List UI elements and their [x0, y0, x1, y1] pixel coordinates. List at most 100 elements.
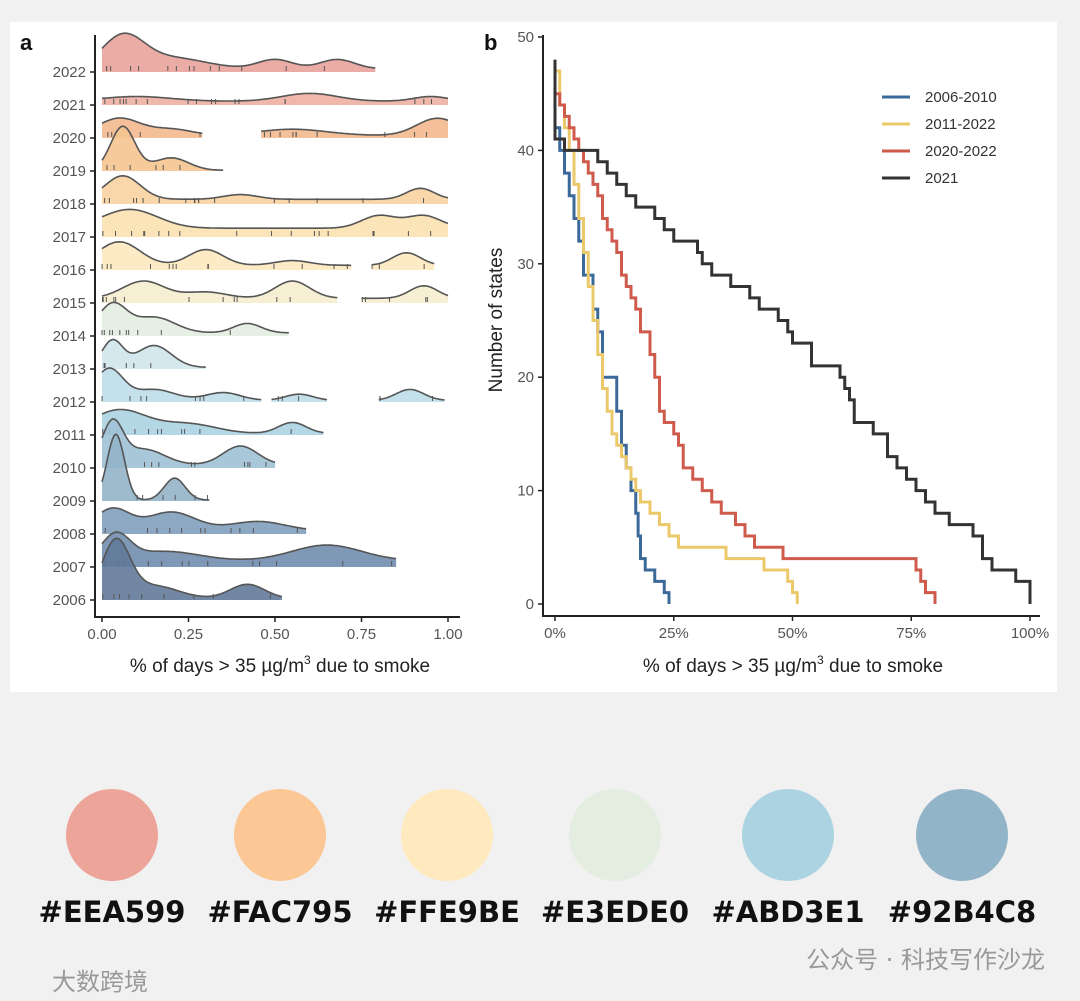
ridge-2010 — [101, 418, 276, 468]
color-palette: #EEA599 #FAC795 #FFE9BE #E3EDE0 #ABD3E1 #92B4… — [39, 789, 1036, 929]
year-label: 2015 — [53, 295, 86, 312]
x-tick-label-b: 75% — [896, 625, 926, 642]
ridge-fill — [102, 339, 206, 369]
legend-label: 2011-2022 — [925, 116, 996, 133]
ridge-outline — [271, 393, 327, 401]
year-label: 2019 — [53, 163, 86, 180]
ridge-outline — [101, 240, 352, 267]
y-tick-label-b: 20 — [517, 369, 534, 386]
ridge-2021 — [101, 92, 449, 105]
year-labels: 2022 2021 2020 2019 2018 2017 2016 2015 2014 2013… — [53, 64, 95, 609]
y-tick-label-b: 30 — [517, 256, 534, 273]
ridgelines — [101, 32, 449, 600]
watermark-left: 大数跨境 — [52, 968, 148, 996]
year-label: 2013 — [53, 361, 86, 378]
ridge-fill — [102, 302, 289, 336]
ridge-outline — [101, 125, 224, 171]
ridge-2015 — [101, 280, 449, 303]
ridge-fill — [102, 33, 376, 72]
step-line-2006-2010 — [553, 71, 671, 604]
ridge-outline — [101, 280, 338, 299]
color-hex-label: #EEA599 — [39, 895, 186, 929]
panel-label-a: a — [20, 30, 33, 55]
ridge-2022 — [101, 32, 376, 72]
x-tick-label-b: 25% — [659, 625, 689, 642]
color-hex-label: #ABD3E1 — [711, 895, 864, 929]
legend: 2006-2010 2011-2022 2020-2022 2021 — [882, 89, 997, 187]
x-axis-title-b: % of days > 35 µg/m3 due to smoke — [643, 653, 943, 677]
year-label: 2016 — [53, 262, 86, 279]
x-tick-label-a: 0.50 — [260, 626, 289, 643]
ridge-fill — [102, 538, 282, 600]
ridge-2008 — [101, 507, 307, 534]
ridge-outline — [101, 174, 449, 201]
ridge-fill — [378, 389, 445, 402]
color-swatch — [742, 789, 834, 881]
ridge-outline — [261, 117, 449, 136]
year-label: 2009 — [53, 493, 86, 510]
ridge-2018 — [101, 174, 449, 204]
ridge-outline — [101, 408, 324, 434]
legend-label: 2021 — [925, 170, 958, 187]
x-ticks-a: 0.00 0.25 0.50 0.75 1.00 — [87, 617, 463, 643]
x-tick-label-b: 50% — [777, 625, 807, 642]
year-label: 2018 — [53, 196, 86, 213]
color-swatch — [66, 789, 158, 881]
ridge-fill — [102, 368, 262, 402]
color-swatch — [569, 789, 661, 881]
ridge-outline — [101, 537, 283, 598]
year-label: 2012 — [53, 394, 86, 411]
panel-label-b: b — [484, 30, 497, 55]
ridge-2009 — [101, 433, 210, 501]
ridge-fill — [271, 394, 327, 402]
x-tick-label-b: 100% — [1011, 625, 1049, 642]
x-tick-label-b: 0% — [544, 625, 566, 642]
year-label: 2014 — [53, 328, 86, 345]
ridge-2012 — [101, 367, 445, 402]
year-label: 2017 — [53, 229, 86, 246]
ridge-outline — [361, 284, 449, 300]
x-tick-label-a: 0.25 — [174, 626, 203, 643]
y-tick-label-b: 50 — [517, 29, 534, 46]
ridge-outline — [378, 388, 445, 401]
ridge-outline — [101, 367, 262, 401]
ridge-outline — [101, 507, 307, 530]
ticks-b: 0 10 20 30 40 50 0% 25% 50% 75% 100% — [517, 29, 1049, 642]
color-swatch — [401, 789, 493, 881]
ridge-fill — [261, 118, 448, 138]
ridge-outline — [101, 208, 449, 229]
ridge-2019 — [101, 125, 224, 171]
color-hex-label: #FFE9BE — [374, 895, 520, 929]
ridge-outline — [371, 251, 435, 266]
y-tick-label-b: 10 — [517, 483, 534, 500]
year-label: 2010 — [53, 460, 86, 477]
year-label: 2007 — [53, 559, 86, 576]
year-label: 2022 — [53, 64, 86, 81]
legend-label: 2006-2010 — [925, 89, 997, 106]
ridge-outline — [101, 117, 203, 134]
step-line-2021 — [553, 59, 1032, 604]
ridge-2006 — [101, 537, 283, 600]
year-label: 2008 — [53, 526, 86, 543]
y-tick-label-b: 0 — [526, 596, 534, 613]
ridge-fill — [102, 507, 307, 534]
color-swatch — [916, 789, 1008, 881]
color-swatch — [234, 789, 326, 881]
watermark-right: 公众号 · 科技写作沙龙 — [806, 946, 1045, 974]
ridge-fill — [102, 409, 324, 435]
legend-label: 2020-2022 — [925, 143, 997, 160]
step-lines — [553, 59, 1032, 604]
ridge-fill — [102, 532, 397, 567]
y-axis-title-b: Number of states — [486, 248, 507, 393]
ridge-2014 — [101, 301, 289, 336]
x-tick-label-a: 0.00 — [87, 626, 116, 643]
ridge-outline — [101, 418, 276, 465]
ridgeline-panel: a 20222021202020192018201720162015201420… — [20, 30, 463, 677]
ridge-2017 — [101, 208, 449, 237]
ridge-outline — [101, 531, 397, 560]
year-label: 2011 — [54, 427, 86, 444]
x-tick-label-a: 1.00 — [433, 626, 462, 643]
year-label: 2021 — [53, 97, 86, 114]
